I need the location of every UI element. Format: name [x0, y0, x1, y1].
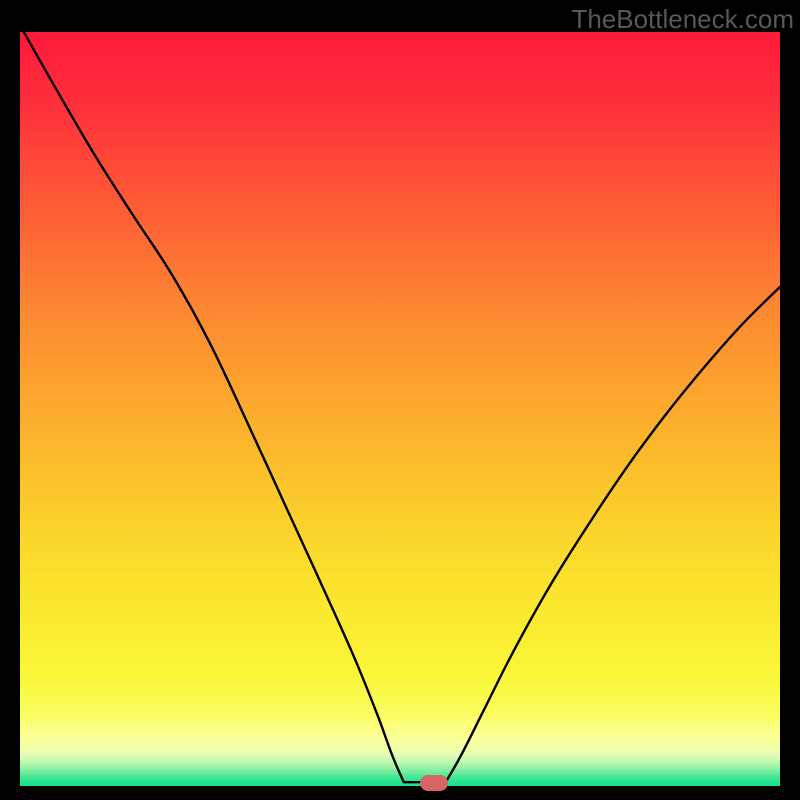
bottleneck-curve — [24, 32, 780, 782]
optimum-marker — [420, 775, 448, 791]
plot-area — [20, 32, 780, 786]
curve-svg — [20, 32, 780, 786]
chart-container: TheBottleneck.com — [0, 0, 800, 800]
credit-label: TheBottleneck.com — [571, 4, 794, 35]
